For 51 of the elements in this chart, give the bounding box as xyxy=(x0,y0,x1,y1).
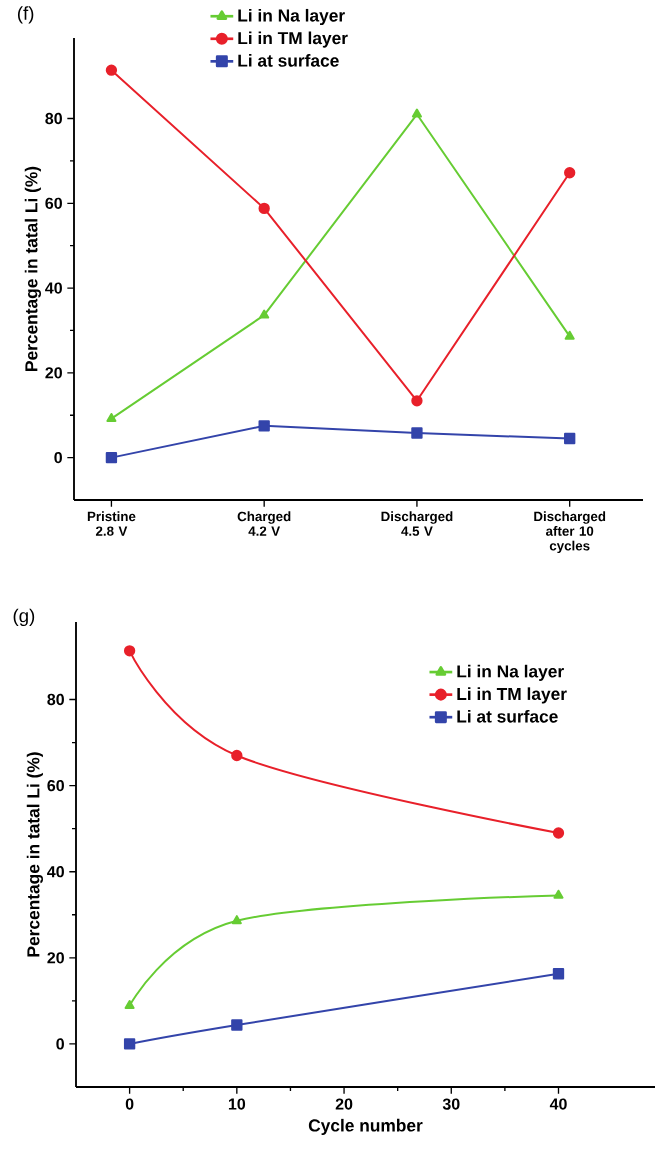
chart-title: (f) xyxy=(17,6,34,24)
point xyxy=(564,432,576,445)
point xyxy=(231,1019,243,1031)
point xyxy=(124,999,135,1009)
point xyxy=(411,108,422,118)
point xyxy=(552,968,565,980)
point xyxy=(123,645,136,657)
y-tick-label: 0 xyxy=(56,1038,64,1050)
point xyxy=(411,427,423,439)
legend-label: Li at surface xyxy=(238,54,339,67)
chart-title: (g) xyxy=(13,608,35,627)
y-tick-label: 20 xyxy=(47,952,64,964)
x-tick-label: 20 xyxy=(335,1098,353,1110)
x-tick-label: Pristine 2.8 V xyxy=(87,511,136,536)
legend-label: Li in Na layer xyxy=(238,8,345,26)
y-axis-title: Percentage in tatal Li (%) xyxy=(24,166,42,371)
y-tick-label: 40 xyxy=(45,282,62,294)
y-axis-title: Percentage in tatal Li (%) xyxy=(26,752,44,957)
legend-label: Li in TM layer xyxy=(457,687,567,704)
x-tick-label: 30 xyxy=(442,1098,460,1110)
point xyxy=(564,330,575,340)
point xyxy=(411,395,423,407)
legend-label: Li in TM layer xyxy=(238,31,348,48)
legend-label: Li at surface xyxy=(457,709,558,723)
point xyxy=(258,202,270,215)
y-tick-label: 60 xyxy=(45,197,62,209)
point xyxy=(123,1038,136,1050)
point xyxy=(259,309,270,319)
point xyxy=(105,64,118,76)
point xyxy=(552,827,565,839)
point xyxy=(564,167,576,179)
point xyxy=(231,915,242,925)
y-tick-label: 60 xyxy=(47,779,64,792)
y-tick-label: 80 xyxy=(45,112,62,125)
y-tick-label: 40 xyxy=(47,866,64,878)
x-tick-label: 0 xyxy=(125,1098,134,1110)
y-tick-label: 20 xyxy=(45,367,62,379)
x-tick-label: Charged 4.2 V xyxy=(237,511,291,536)
legend-label: Li in Na layer xyxy=(457,664,564,681)
point xyxy=(105,451,118,464)
point xyxy=(553,889,564,899)
y-tick-label: 80 xyxy=(47,693,64,706)
x-tick-label: 40 xyxy=(549,1098,567,1110)
x-tick-label: 10 xyxy=(228,1098,246,1110)
y-tick-label: 0 xyxy=(54,451,62,464)
point xyxy=(258,420,270,432)
point xyxy=(106,412,117,422)
x-axis-title: Cycle number xyxy=(308,1118,423,1136)
x-tick-label: Discharged after 10 cycles xyxy=(534,511,606,554)
point xyxy=(231,749,243,762)
x-tick-label: Discharged 4.5 V xyxy=(381,511,453,536)
